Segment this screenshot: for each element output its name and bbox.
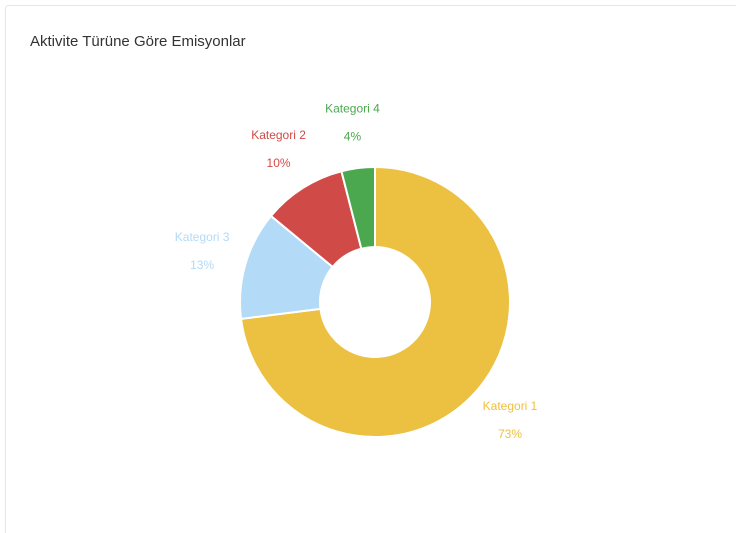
slice-value-label: 73% (498, 427, 522, 441)
slice-label: Kategori 4 (325, 102, 380, 116)
slice-label: Kategori 1 (483, 399, 538, 413)
donut-slice (239, 165, 511, 438)
slice-label: Kategori 3 (175, 230, 230, 244)
card (5, 5, 736, 533)
donut-slice (340, 165, 376, 250)
slice-value-label: 10% (267, 156, 291, 170)
slice-value-label: 13% (190, 258, 214, 272)
chart-title: Aktivite Türüne Göre Emisyonlar (30, 33, 246, 50)
slice-label: Kategori 2 (251, 128, 306, 142)
slice-value-label: 4% (344, 130, 362, 144)
